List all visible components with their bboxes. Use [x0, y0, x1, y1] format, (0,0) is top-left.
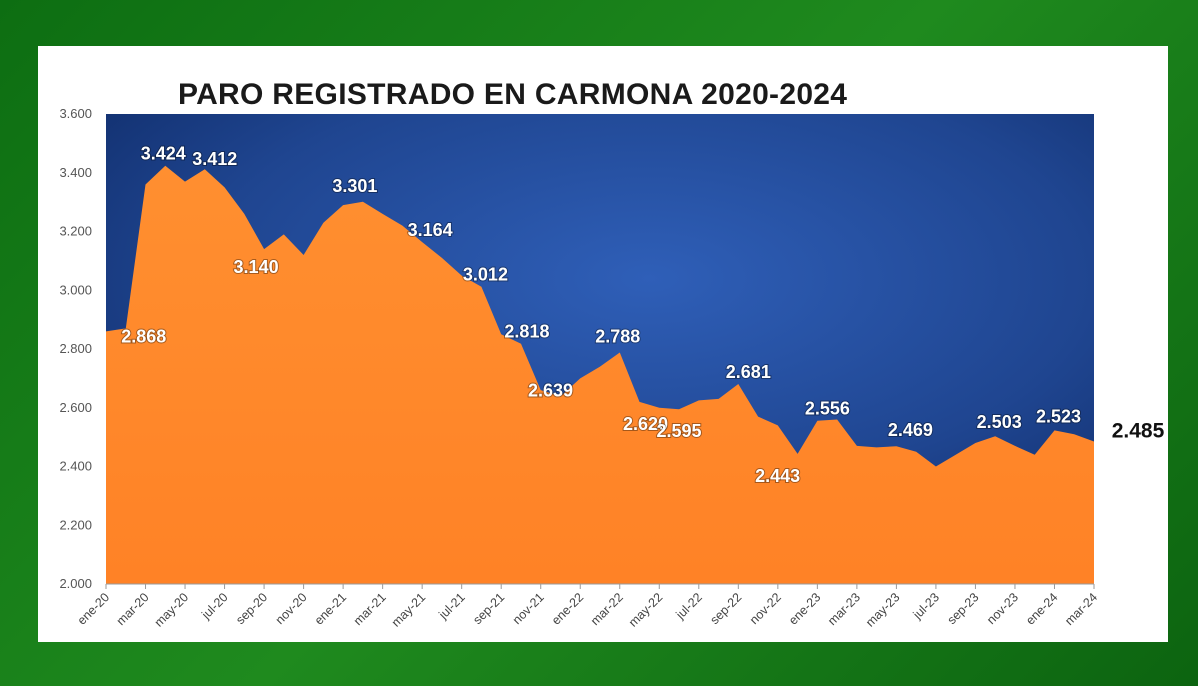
x-tick-label: mar-22	[588, 590, 626, 628]
data-label: 2.556	[805, 399, 850, 419]
x-tick-label: may-23	[863, 590, 902, 629]
area-chart: 2.000 2.200 2.400 2.600 2.800 3.000 3.200 3.400…	[59, 106, 1165, 630]
series-area	[106, 165, 1094, 584]
data-label: 2.523	[1036, 406, 1081, 426]
chart-title: PARO REGISTRADO EN CARMONA 2020-2024	[178, 78, 848, 111]
x-tick-label: ene-24	[1023, 590, 1060, 627]
data-label: 3.424	[141, 144, 186, 164]
y-tick-label: 2.600	[59, 400, 92, 415]
x-tick-label: mar-21	[351, 590, 389, 628]
data-label: 3.164	[408, 220, 453, 240]
x-tick-label: ene-20	[75, 590, 112, 627]
data-label: 3.012	[463, 265, 508, 285]
x-tick-label: sep-23	[945, 590, 982, 627]
y-tick-label: 2.000	[59, 576, 92, 591]
data-label: 2.788	[595, 327, 640, 347]
x-tick-label: may-20	[152, 590, 191, 629]
data-label: 2.595	[657, 421, 702, 441]
data-label: 3.412	[192, 149, 237, 169]
x-tick-label: jul-22	[673, 590, 705, 622]
data-label: 3.301	[332, 176, 377, 196]
x-tick-label: nov-23	[984, 590, 1021, 627]
x-tick-label: jul-21	[436, 590, 468, 622]
y-tick-label: 2.800	[59, 341, 92, 356]
data-label: 2.620	[623, 414, 668, 434]
data-label: 2.868	[121, 326, 166, 346]
data-label: 2.681	[726, 362, 771, 382]
x-tick-label: ene-23	[786, 590, 823, 627]
y-tick-label: 3.400	[59, 165, 92, 180]
x-tick-label: nov-20	[273, 590, 310, 627]
x-tick-label: mar-24	[1062, 590, 1100, 628]
y-tick-label: 3.200	[59, 224, 92, 239]
data-label: 2.485	[1112, 420, 1165, 443]
x-tick-label: mar-20	[114, 590, 152, 628]
x-tick-label: jul-20	[198, 590, 230, 622]
data-label: 3.140	[234, 257, 279, 277]
y-tick-label: 2.200	[59, 517, 92, 532]
data-label: 2.443	[755, 466, 800, 486]
y-tick-label: 2.400	[59, 459, 92, 474]
data-label: 2.503	[977, 412, 1022, 432]
x-tick-label: ene-22	[549, 590, 586, 627]
y-tick-label: 3.000	[59, 282, 92, 297]
x-tick-label: ene-21	[312, 590, 349, 627]
x-tick-label: sep-20	[233, 590, 270, 627]
x-tick-label: nov-21	[510, 590, 547, 627]
x-tick-label: jul-23	[910, 590, 942, 622]
data-label: 2.639	[528, 380, 573, 400]
data-label: 2.818	[504, 322, 549, 342]
x-tick-label: may-21	[389, 590, 428, 629]
x-tick-label: sep-21	[470, 590, 507, 627]
x-tick-label: mar-23	[825, 590, 863, 628]
x-tick-label: nov-22	[747, 590, 784, 627]
x-tick-label: may-22	[626, 590, 665, 629]
x-tick-label: sep-22	[708, 590, 745, 627]
data-label: 2.469	[888, 420, 933, 440]
y-tick-label: 3.600	[59, 106, 92, 121]
chart-card: PARO REGISTRADO EN CARMONA 2020-2024 2.0…	[38, 46, 1168, 642]
